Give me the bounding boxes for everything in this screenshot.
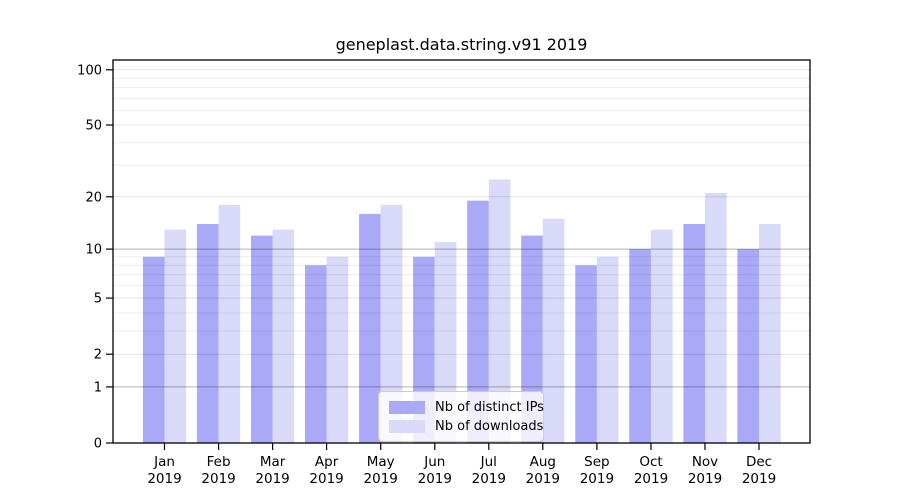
x-tick-label-year-aug: 2019	[526, 471, 560, 487]
legend: Nb of distinct IPs Nb of downloads	[378, 391, 544, 442]
bar-nb-of-distinct-ips-may	[359, 213, 381, 443]
bar-nb-of-downloads-apr	[326, 256, 349, 443]
bar-nb-of-downloads-dec	[759, 224, 781, 443]
y-tick-label-2: 2	[94, 348, 102, 363]
x-tick-label-year-sep: 2019	[580, 471, 614, 487]
bar-nb-of-downloads-may	[380, 204, 403, 443]
x-tick-label-year-nov: 2019	[688, 471, 722, 487]
x-tick-label-month-sep: Sep	[584, 454, 609, 470]
bar-nb-of-distinct-ips-nov	[683, 224, 705, 443]
y-tick-label-20: 20	[85, 190, 102, 205]
bar-nb-of-distinct-ips-jan	[142, 256, 165, 443]
x-tick-label-month-aug: Aug	[530, 454, 556, 470]
x-tick-label-year-dec: 2019	[742, 471, 776, 487]
bar-nb-of-downloads-mar	[272, 229, 295, 443]
bar-nb-of-distinct-ips-mar	[251, 235, 273, 443]
legend-swatch-nb-of-downloads	[389, 419, 425, 433]
bar-nb-of-distinct-ips-oct	[629, 249, 651, 443]
x-tick-label-year-mar: 2019	[255, 471, 289, 487]
x-tick-label-year-jul: 2019	[472, 471, 506, 487]
bar-nb-of-downloads-feb	[218, 204, 241, 443]
x-tick-label-month-mar: Mar	[260, 454, 286, 470]
bar-nb-of-distinct-ips-sep	[575, 265, 597, 443]
x-tick-label-month-feb: Feb	[207, 454, 231, 470]
bar-nb-of-distinct-ips-apr	[305, 265, 327, 443]
legend-item-nb-of-distinct-ips: Nb of distinct IPs	[389, 398, 544, 416]
x-tick-label-month-oct: Oct	[639, 454, 662, 470]
x-tick-label-month-jun: Jun	[423, 454, 445, 470]
y-tick-label-0: 0	[94, 437, 102, 452]
y-tick-label-5: 5	[94, 292, 102, 307]
x-tick-label-month-may: May	[367, 454, 395, 470]
x-tick-label-year-jan: 2019	[147, 471, 181, 487]
chart-title: geneplast.data.string.v91 2019	[335, 35, 588, 54]
bar-nb-of-downloads-sep	[596, 256, 619, 443]
bar-nb-of-downloads-aug	[542, 218, 565, 443]
bar-nb-of-distinct-ips-jul	[467, 200, 489, 443]
x-tick-label-year-feb: 2019	[201, 471, 235, 487]
bar-nb-of-downloads-oct	[651, 229, 673, 443]
x-tick-label-month-apr: Apr	[315, 454, 339, 470]
bar-nb-of-downloads-jan	[164, 229, 187, 443]
legend-item-nb-of-downloads: Nb of downloads	[389, 417, 543, 435]
x-tick-label-month-jan: Jan	[153, 454, 175, 470]
plot-border	[112, 59, 811, 444]
legend-label-nb-of-downloads: Nb of downloads	[435, 418, 544, 434]
bar-nb-of-distinct-ips-dec	[737, 249, 759, 443]
bar-nb-of-downloads-jul	[488, 179, 511, 443]
legend-label-nb-of-distinct-ips: Nb of distinct IPs	[435, 399, 544, 415]
x-tick-label-year-apr: 2019	[309, 471, 343, 487]
y-tick-label-50: 50	[85, 119, 102, 134]
legend-swatch-nb-of-distinct-ips	[389, 400, 425, 414]
x-tick-label-month-dec: Dec	[746, 454, 772, 470]
x-tick-label-month-nov: Nov	[692, 454, 718, 470]
x-tick-label-month-jul: Jul	[480, 454, 497, 470]
x-tick-label-year-jun: 2019	[418, 471, 452, 487]
bar-nb-of-downloads-nov	[705, 193, 727, 443]
y-tick-label-10: 10	[85, 243, 102, 258]
x-tick-label-year-may: 2019	[364, 471, 398, 487]
y-tick-label-1: 1	[94, 380, 102, 395]
x-tick-label-year-oct: 2019	[634, 471, 668, 487]
y-tick-label-100: 100	[77, 63, 102, 78]
bar-nb-of-distinct-ips-feb	[196, 224, 219, 443]
